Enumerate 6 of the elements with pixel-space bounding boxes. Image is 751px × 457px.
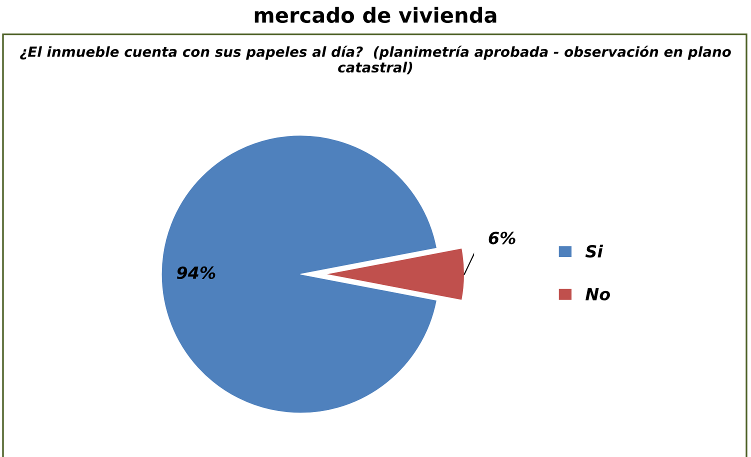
data-label: 94% — [176, 266, 216, 280]
data-label: 6% — [488, 232, 516, 244]
chart-title: ¿El inmueble cuenta con sus papeles al día? (planimetría aprobada - observación en plano catastral) — [20, 46, 731, 74]
legend-label: No — [586, 288, 610, 300]
text: mercado de vivienda — [254, 6, 496, 23]
legend-label: Si — [585, 244, 604, 258]
